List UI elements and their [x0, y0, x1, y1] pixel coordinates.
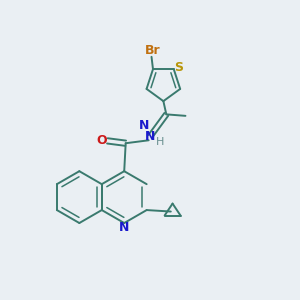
Text: O: O	[96, 134, 107, 147]
Text: Br: Br	[145, 44, 160, 57]
Text: S: S	[175, 61, 184, 74]
Text: N: N	[145, 130, 155, 143]
Text: N: N	[119, 221, 130, 234]
Text: N: N	[139, 119, 149, 132]
Text: H: H	[156, 137, 164, 147]
